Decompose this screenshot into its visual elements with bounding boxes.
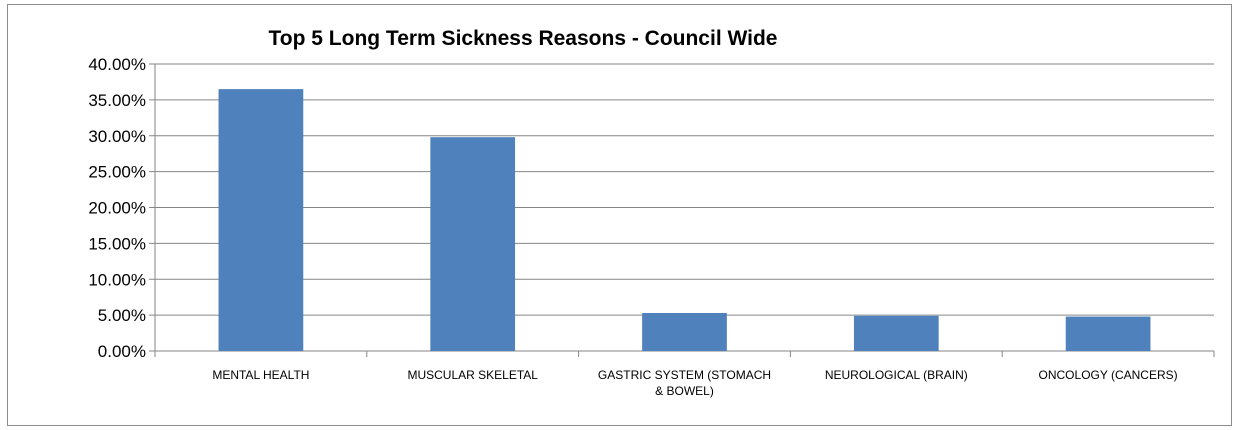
- x-category-label: MENTAL HEALTH: [212, 368, 309, 382]
- x-category-label: MUSCULAR SKELETAL: [407, 368, 538, 382]
- bar: [1065, 316, 1151, 351]
- bar: [642, 312, 727, 351]
- bar: [853, 315, 939, 351]
- y-tick-label: 35.00%: [88, 91, 146, 110]
- bar: [430, 137, 516, 351]
- y-tick-label: 25.00%: [88, 163, 146, 182]
- y-tick-label: 40.00%: [88, 55, 146, 74]
- y-tick-label: 30.00%: [88, 127, 146, 146]
- bar: [218, 89, 304, 352]
- y-tick-label: 20.00%: [88, 199, 146, 218]
- chart-frame: Top 5 Long Term Sickness Reasons - Counc…: [7, 4, 1232, 426]
- chart-title: Top 5 Long Term Sickness Reasons - Counc…: [268, 27, 778, 50]
- x-category-label: NEUROLOGICAL (BRAIN): [825, 368, 968, 382]
- y-tick-label: 5.00%: [98, 306, 146, 325]
- x-category-label: ONCOLOGY (CANCERS): [1039, 368, 1178, 382]
- y-tick-label: 15.00%: [88, 234, 146, 253]
- x-category-label: GASTRIC SYSTEM (STOMACH: [598, 368, 771, 382]
- x-category-label: & BOWEL): [655, 384, 714, 398]
- y-tick-label: 10.00%: [88, 270, 146, 289]
- y-tick-label: 0.00%: [98, 342, 146, 361]
